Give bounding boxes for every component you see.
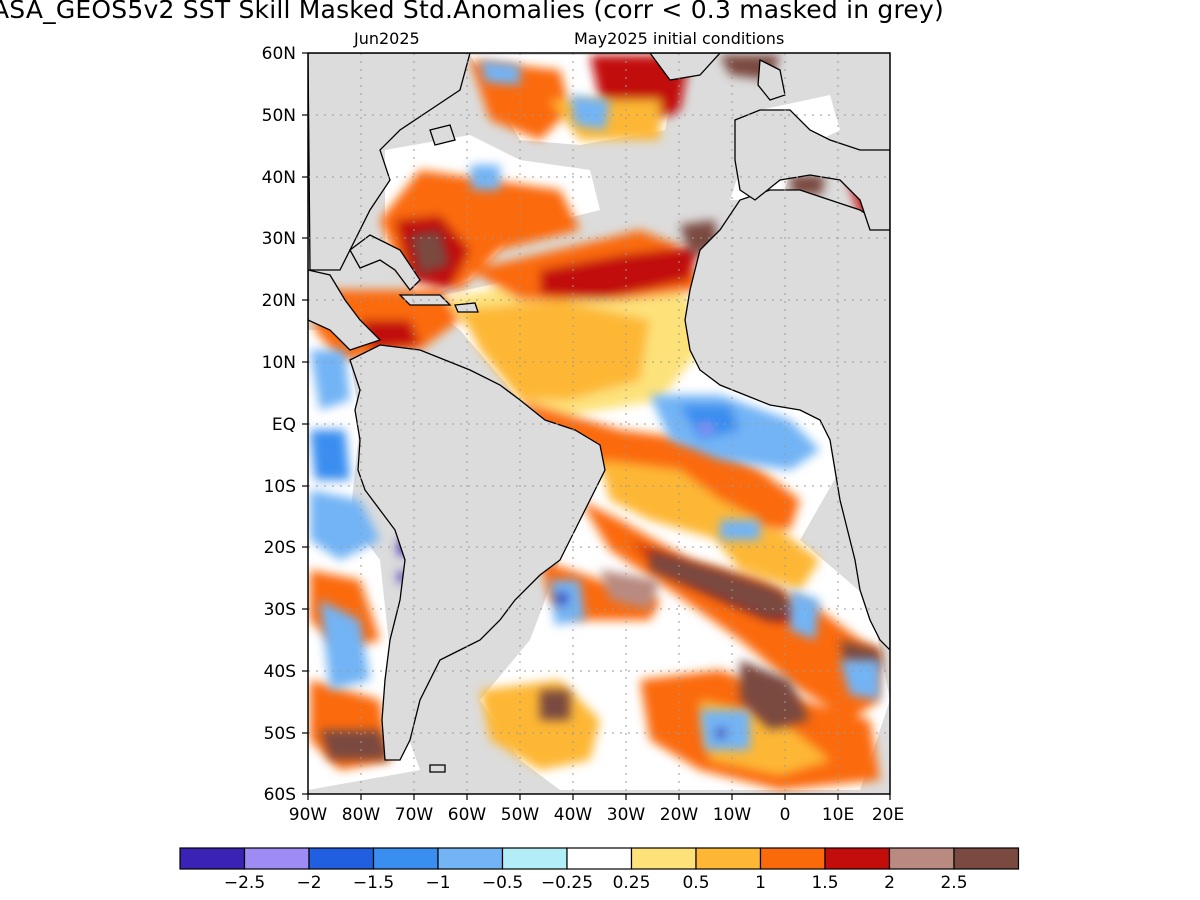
falklands <box>429 764 446 773</box>
colorbar-swatch <box>243 847 310 870</box>
subtitle-init: May2025 initial conditions <box>574 29 785 48</box>
colorbar-swatch <box>308 847 375 870</box>
lat-label: 20N <box>262 291 296 311</box>
landmasses <box>308 53 890 773</box>
lon-label: 60W <box>448 805 487 825</box>
colorbar-swatch <box>630 847 697 870</box>
florida <box>349 234 421 291</box>
cuba <box>398 294 452 306</box>
north-america <box>308 53 471 271</box>
colorbar-swatch <box>953 847 1020 870</box>
colorbar-swatch <box>888 847 955 870</box>
colorbar-label: −1 <box>425 873 450 893</box>
colorbar-label: −2.5 <box>224 873 265 893</box>
lat-label: 10N <box>262 353 296 373</box>
lat-label: 40N <box>262 168 296 188</box>
lat-label: 50S <box>264 724 296 744</box>
central-america <box>308 269 382 351</box>
lon-label: 0 <box>780 805 791 825</box>
lat-label: 10S <box>264 477 296 497</box>
lon-label: 20E <box>872 805 904 825</box>
colorbar-label: −0.5 <box>482 873 523 893</box>
lon-label: 10W <box>713 805 752 825</box>
colorbar-label: −1.5 <box>353 873 394 893</box>
lat-label: 30N <box>262 229 296 249</box>
colorbar-swatch <box>566 847 633 870</box>
colorbar-swatch <box>437 847 504 870</box>
europe <box>734 109 890 231</box>
colorbar-swatch <box>372 847 439 870</box>
colorbar-label: 0.5 <box>682 873 709 893</box>
greenland <box>649 53 721 81</box>
colorbar-label: 0.25 <box>613 873 651 893</box>
lat-label: 30S <box>264 600 296 620</box>
latitude-labels: 60N 50N 40N 30N 20N 10N EQ 10S 20S 30S 4… <box>262 44 296 805</box>
lat-label: 20S <box>264 538 296 558</box>
lon-label: 80W <box>342 805 381 825</box>
colorbar-swatch <box>824 847 891 870</box>
colorbar <box>179 847 1020 870</box>
africa <box>684 189 890 651</box>
colorbar-swatch <box>501 847 568 870</box>
map-title: ASA_GEOS5v2 SST Skill Masked Std.Anomali… <box>0 0 944 24</box>
colorbar-swatch <box>179 847 246 870</box>
colorbar-label: −0.25 <box>541 873 593 893</box>
map-plot-area <box>308 53 890 794</box>
negative-anomalies <box>310 60 880 750</box>
lon-label: 70W <box>395 805 434 825</box>
colorbar-label: −2 <box>296 873 321 893</box>
lat-label: 40S <box>264 662 296 682</box>
colorbar-label: 1.5 <box>811 873 838 893</box>
lon-label: 40W <box>554 805 593 825</box>
lat-label: EQ <box>272 415 296 435</box>
colorbar-labels: −2.5 −2 −1.5 −1 −0.5 −0.25 0.25 0.5 1 1.5 2 2.5 <box>224 873 968 893</box>
colorbar-label: 1 <box>755 873 766 893</box>
colorbar-swatch <box>695 847 762 870</box>
lat-label: 60N <box>262 44 296 64</box>
lat-label: 60S <box>264 785 296 805</box>
colorbar-swatch <box>759 847 826 870</box>
hispaniola <box>454 302 479 313</box>
newfoundland <box>429 124 456 146</box>
lon-label: 20W <box>660 805 699 825</box>
lon-label: 90W <box>289 805 328 825</box>
graticule <box>308 53 890 794</box>
south-america <box>349 344 606 761</box>
tick-marks <box>302 52 891 800</box>
lat-label: 50N <box>262 106 296 126</box>
strong-positive-anomalies <box>320 55 880 760</box>
subtitle-month: Jun2025 <box>354 29 420 48</box>
longitude-labels: 90W 80W 70W 60W 50W 40W 30W 20W 10W 0 10… <box>289 805 904 825</box>
lon-label: 10E <box>822 805 854 825</box>
lon-label: 30W <box>607 805 646 825</box>
colorbar-label: 2 <box>884 873 895 893</box>
british-isles <box>757 58 786 101</box>
colorbar-label: 2.5 <box>940 873 967 893</box>
lon-label: 50W <box>501 805 540 825</box>
